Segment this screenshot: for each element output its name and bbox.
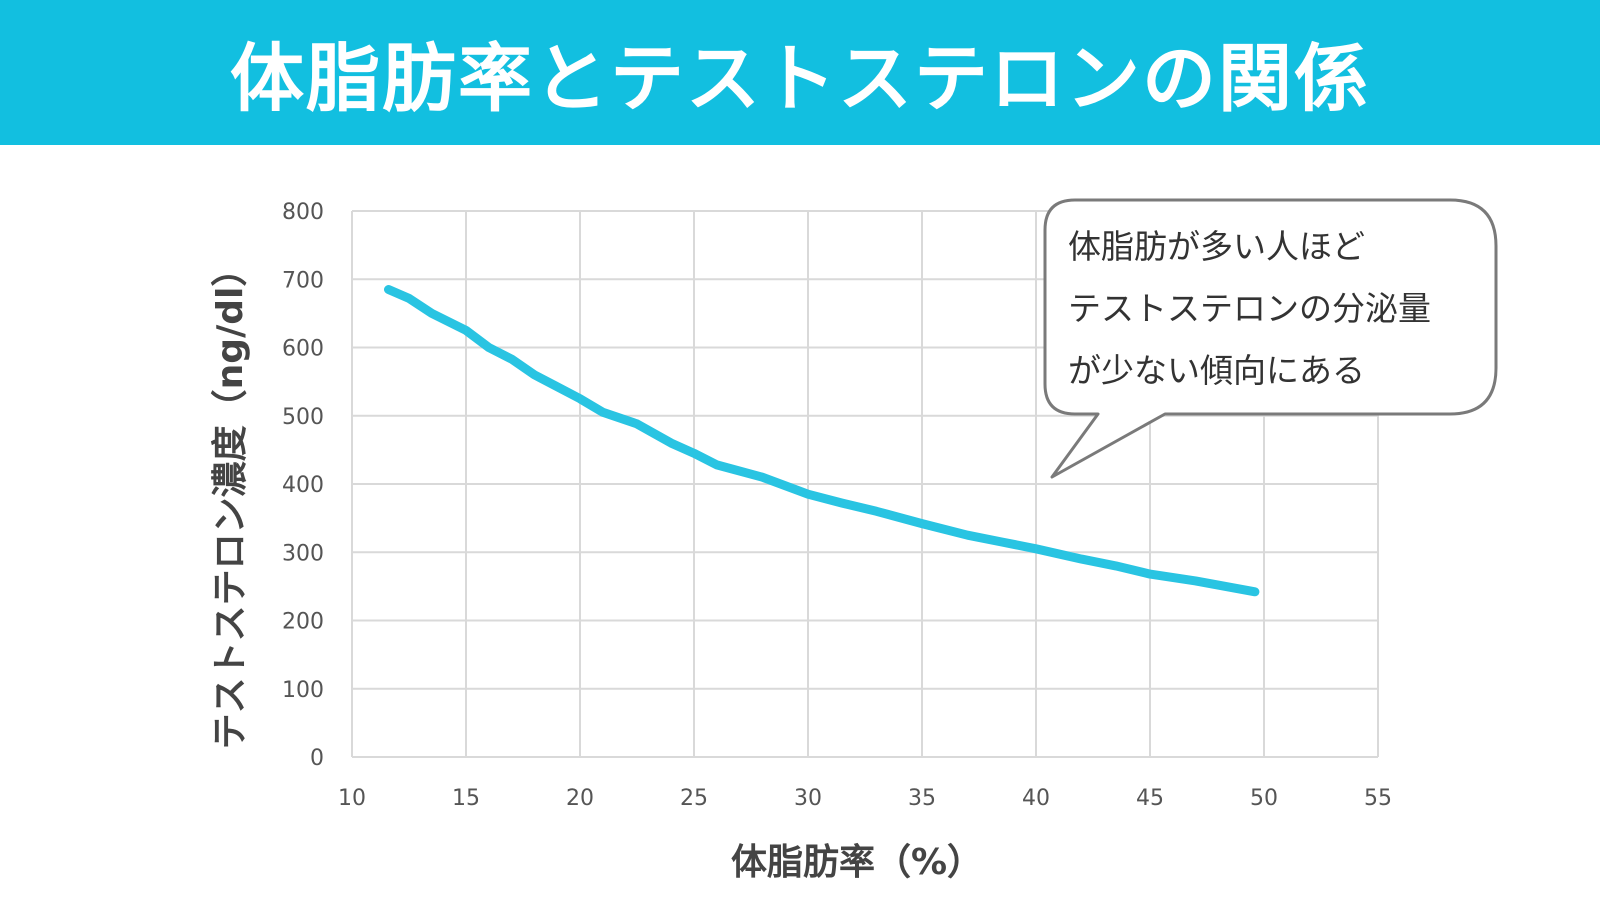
y-tick-label: 400 xyxy=(282,473,324,498)
page-title: 体脂肪率とテストステロンの関係 xyxy=(230,36,1370,122)
x-tick-label: 30 xyxy=(794,786,822,811)
x-tick-label: 35 xyxy=(908,786,936,811)
x-tick-label: 20 xyxy=(566,786,594,811)
chart-ticks: 0 100 200 300 400 500 600 700 800 10 15 20 25 30 35 40 4… xyxy=(282,200,1392,811)
y-tick-label: 300 xyxy=(282,541,324,566)
x-tick-label: 15 xyxy=(452,786,480,811)
callout: 体脂肪が多い人ほど テストステロンの分泌量 が少ない傾向にある xyxy=(1043,198,1498,479)
title-banner: 体脂肪率とテストステロンの関係 xyxy=(0,0,1600,145)
callout-line-1: 体脂肪が多い人ほど xyxy=(1068,227,1365,266)
callout-line-2: テストステロンの分泌量 xyxy=(1068,289,1431,328)
chart-series xyxy=(384,285,1260,597)
y-tick-label: 800 xyxy=(282,200,324,225)
series-line xyxy=(384,285,1260,597)
x-tick-label: 45 xyxy=(1136,786,1164,811)
x-axis-title: 体脂肪率（%） xyxy=(731,842,983,883)
y-tick-label: 600 xyxy=(282,337,324,362)
x-tick-label: 10 xyxy=(338,786,366,811)
y-tick-label: 200 xyxy=(282,610,324,635)
x-tick-label: 25 xyxy=(680,786,708,811)
callout-bubble xyxy=(1043,198,1498,479)
x-tick-label: 55 xyxy=(1364,786,1392,811)
y-tick-label: 500 xyxy=(282,405,324,430)
y-tick-label: 700 xyxy=(282,268,324,293)
x-tick-label: 40 xyxy=(1022,786,1050,811)
y-axis-title: テストステロン濃度（ng/dl） xyxy=(210,251,251,750)
y-tick-label: 0 xyxy=(310,746,324,771)
callout-line-3: が少ない傾向にある xyxy=(1068,351,1365,390)
x-tick-label: 50 xyxy=(1250,786,1278,811)
y-tick-label: 100 xyxy=(282,678,324,703)
